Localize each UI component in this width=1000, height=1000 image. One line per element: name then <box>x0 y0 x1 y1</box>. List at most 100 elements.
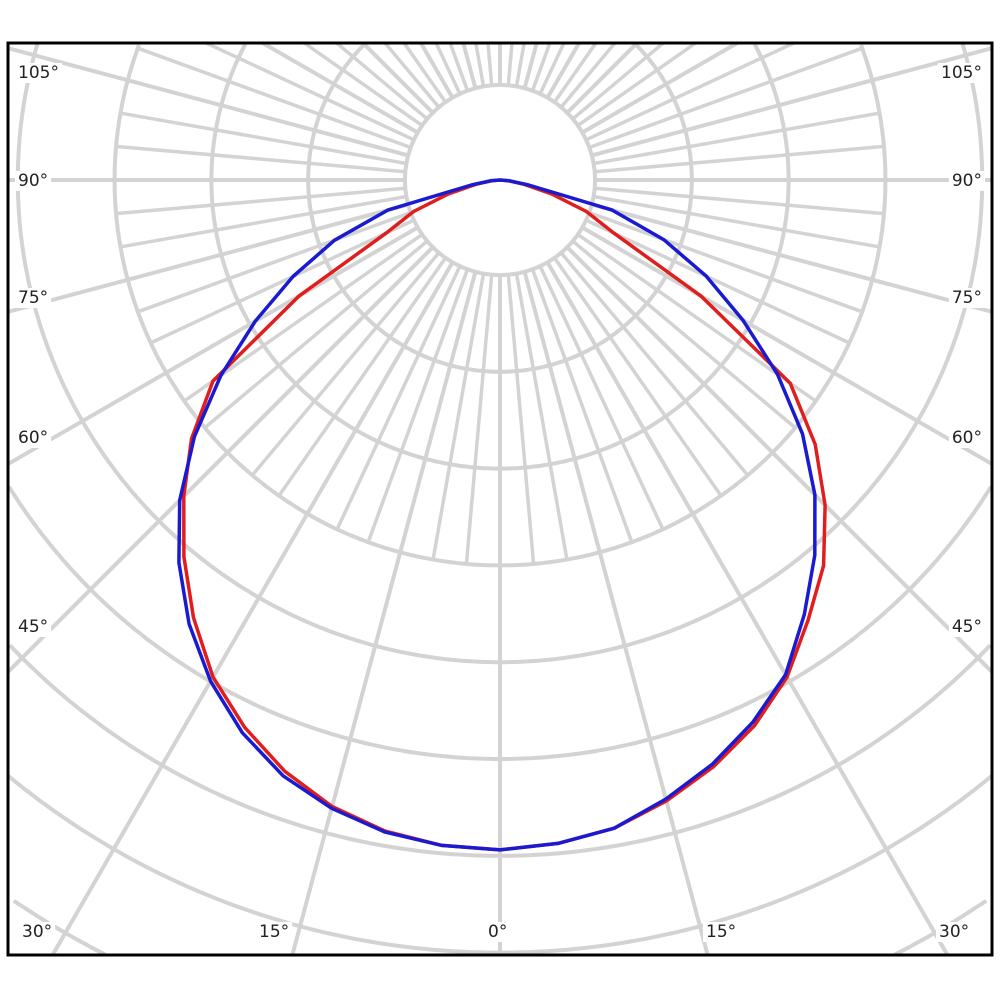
grid-spoke-minor <box>538 43 566 95</box>
label-background <box>485 922 511 942</box>
label-right-60: 60° <box>952 428 982 448</box>
grid-spoke-minor <box>593 111 880 166</box>
grid-spoke-minor <box>576 43 697 127</box>
label-right-45: 45° <box>952 617 982 637</box>
grid-spoke-major <box>461 43 478 89</box>
grid-ring <box>8 643 992 858</box>
grid-spoke-minor <box>506 274 536 565</box>
grid-spoke-minor <box>431 273 486 560</box>
grid-spoke-minor <box>303 43 424 127</box>
label-background <box>948 288 985 308</box>
grid-spoke-major <box>361 43 435 115</box>
grid-spoke-minor <box>115 144 406 174</box>
grid-spoke-major <box>591 202 992 314</box>
label-background <box>936 922 973 942</box>
grid-spoke-major <box>545 261 950 955</box>
intensity-curve-2 <box>177 178 817 852</box>
label-background <box>948 617 985 637</box>
grid-spoke-minor <box>588 210 863 314</box>
grid-spoke-major <box>522 271 710 955</box>
grid-spoke-minor <box>486 43 494 86</box>
grid-spoke-minor <box>553 256 723 497</box>
grid-spoke-minor <box>559 43 617 109</box>
label-bottom-15-right: 15° <box>706 922 736 942</box>
intensity-curves <box>177 178 827 852</box>
grid-spoke-minor <box>553 43 598 104</box>
grid-spoke-minor <box>474 43 486 87</box>
grid-spoke-minor <box>530 43 552 92</box>
label-background <box>948 171 985 191</box>
grid-spoke-minor <box>120 111 407 166</box>
grid-spoke-minor <box>464 274 494 565</box>
label-background <box>15 171 52 191</box>
grid-spoke-minor <box>571 43 665 121</box>
grid-spoke-minor <box>335 265 462 531</box>
grid-spoke-minor <box>585 218 851 345</box>
grid-spoke-minor <box>137 210 412 314</box>
grid-spoke-minor <box>538 265 665 531</box>
label-background <box>948 428 985 448</box>
grid-spoke-major <box>8 202 409 314</box>
grid-spoke-minor <box>530 268 634 543</box>
grid-spoke-minor <box>434 43 462 95</box>
grid-spoke-minor <box>149 218 415 345</box>
label-background <box>15 288 52 308</box>
grid-spoke-minor <box>559 251 750 477</box>
label-background <box>15 428 52 448</box>
chart-frame <box>6 41 994 957</box>
label-bottom-30-right: 30° <box>939 922 969 942</box>
grid-spoke-minor <box>402 43 447 104</box>
grid-spoke-minor <box>383 43 441 109</box>
grid-spoke-minor <box>335 43 429 121</box>
grid-spoke-major <box>290 271 478 955</box>
grid-spoke-major <box>8 225 419 466</box>
label-background <box>15 617 52 637</box>
grid-spoke-minor <box>120 194 407 249</box>
label-bottom-0: 0° <box>488 922 507 942</box>
label-background <box>256 922 293 942</box>
angle-labels: 105° 90° 75° 60° 45° 30° 15° 0° 15° 30° … <box>15 63 985 942</box>
label-background <box>938 63 985 83</box>
label-right-75: 75° <box>952 288 982 308</box>
grid-spoke-major <box>565 245 992 674</box>
grid-spoke-minor <box>366 268 470 543</box>
grid-spoke-minor <box>137 46 412 150</box>
label-right-105: 105° <box>941 63 982 83</box>
grid-spoke-major <box>581 225 992 466</box>
label-left-60: 60° <box>18 428 48 448</box>
grid-spoke-minor <box>593 194 880 249</box>
grid-spoke-minor <box>594 186 885 216</box>
grid-spoke-major <box>50 261 455 955</box>
label-bottom-15-left: 15° <box>259 922 289 942</box>
grid-spoke-minor <box>514 43 526 87</box>
grid-spoke-minor <box>205 43 415 142</box>
grid-spoke-minor <box>571 239 797 430</box>
grid-spoke-minor <box>277 256 447 497</box>
grid-spoke-major <box>8 245 435 674</box>
label-left-105: 105° <box>18 63 59 83</box>
grid-ring <box>8 774 992 955</box>
label-left-90: 90° <box>18 171 48 191</box>
grid-spoke-major <box>591 46 992 158</box>
label-left-75: 75° <box>18 288 48 308</box>
grid-spoke-major <box>565 43 639 115</box>
grid-spoke-minor <box>588 46 863 150</box>
grid-spoke-major <box>419 43 455 99</box>
grid-spoke-major <box>8 46 409 158</box>
grid-spoke-minor <box>203 239 429 430</box>
grid-spoke-minor <box>506 43 514 86</box>
grid-spoke-major <box>522 43 539 89</box>
label-right-90: 90° <box>952 171 982 191</box>
label-background <box>15 63 62 83</box>
label-background <box>703 922 740 942</box>
grid-spoke-minor <box>594 144 885 174</box>
label-background <box>19 922 56 942</box>
grid-spoke-minor <box>115 186 406 216</box>
label-left-45: 45° <box>18 617 48 637</box>
grid-spoke-minor <box>448 43 470 92</box>
grid-spoke-minor <box>585 43 795 142</box>
grid-spoke-minor <box>250 251 441 477</box>
grid-spoke-major <box>581 43 739 135</box>
grid-spoke-minor <box>514 273 569 560</box>
